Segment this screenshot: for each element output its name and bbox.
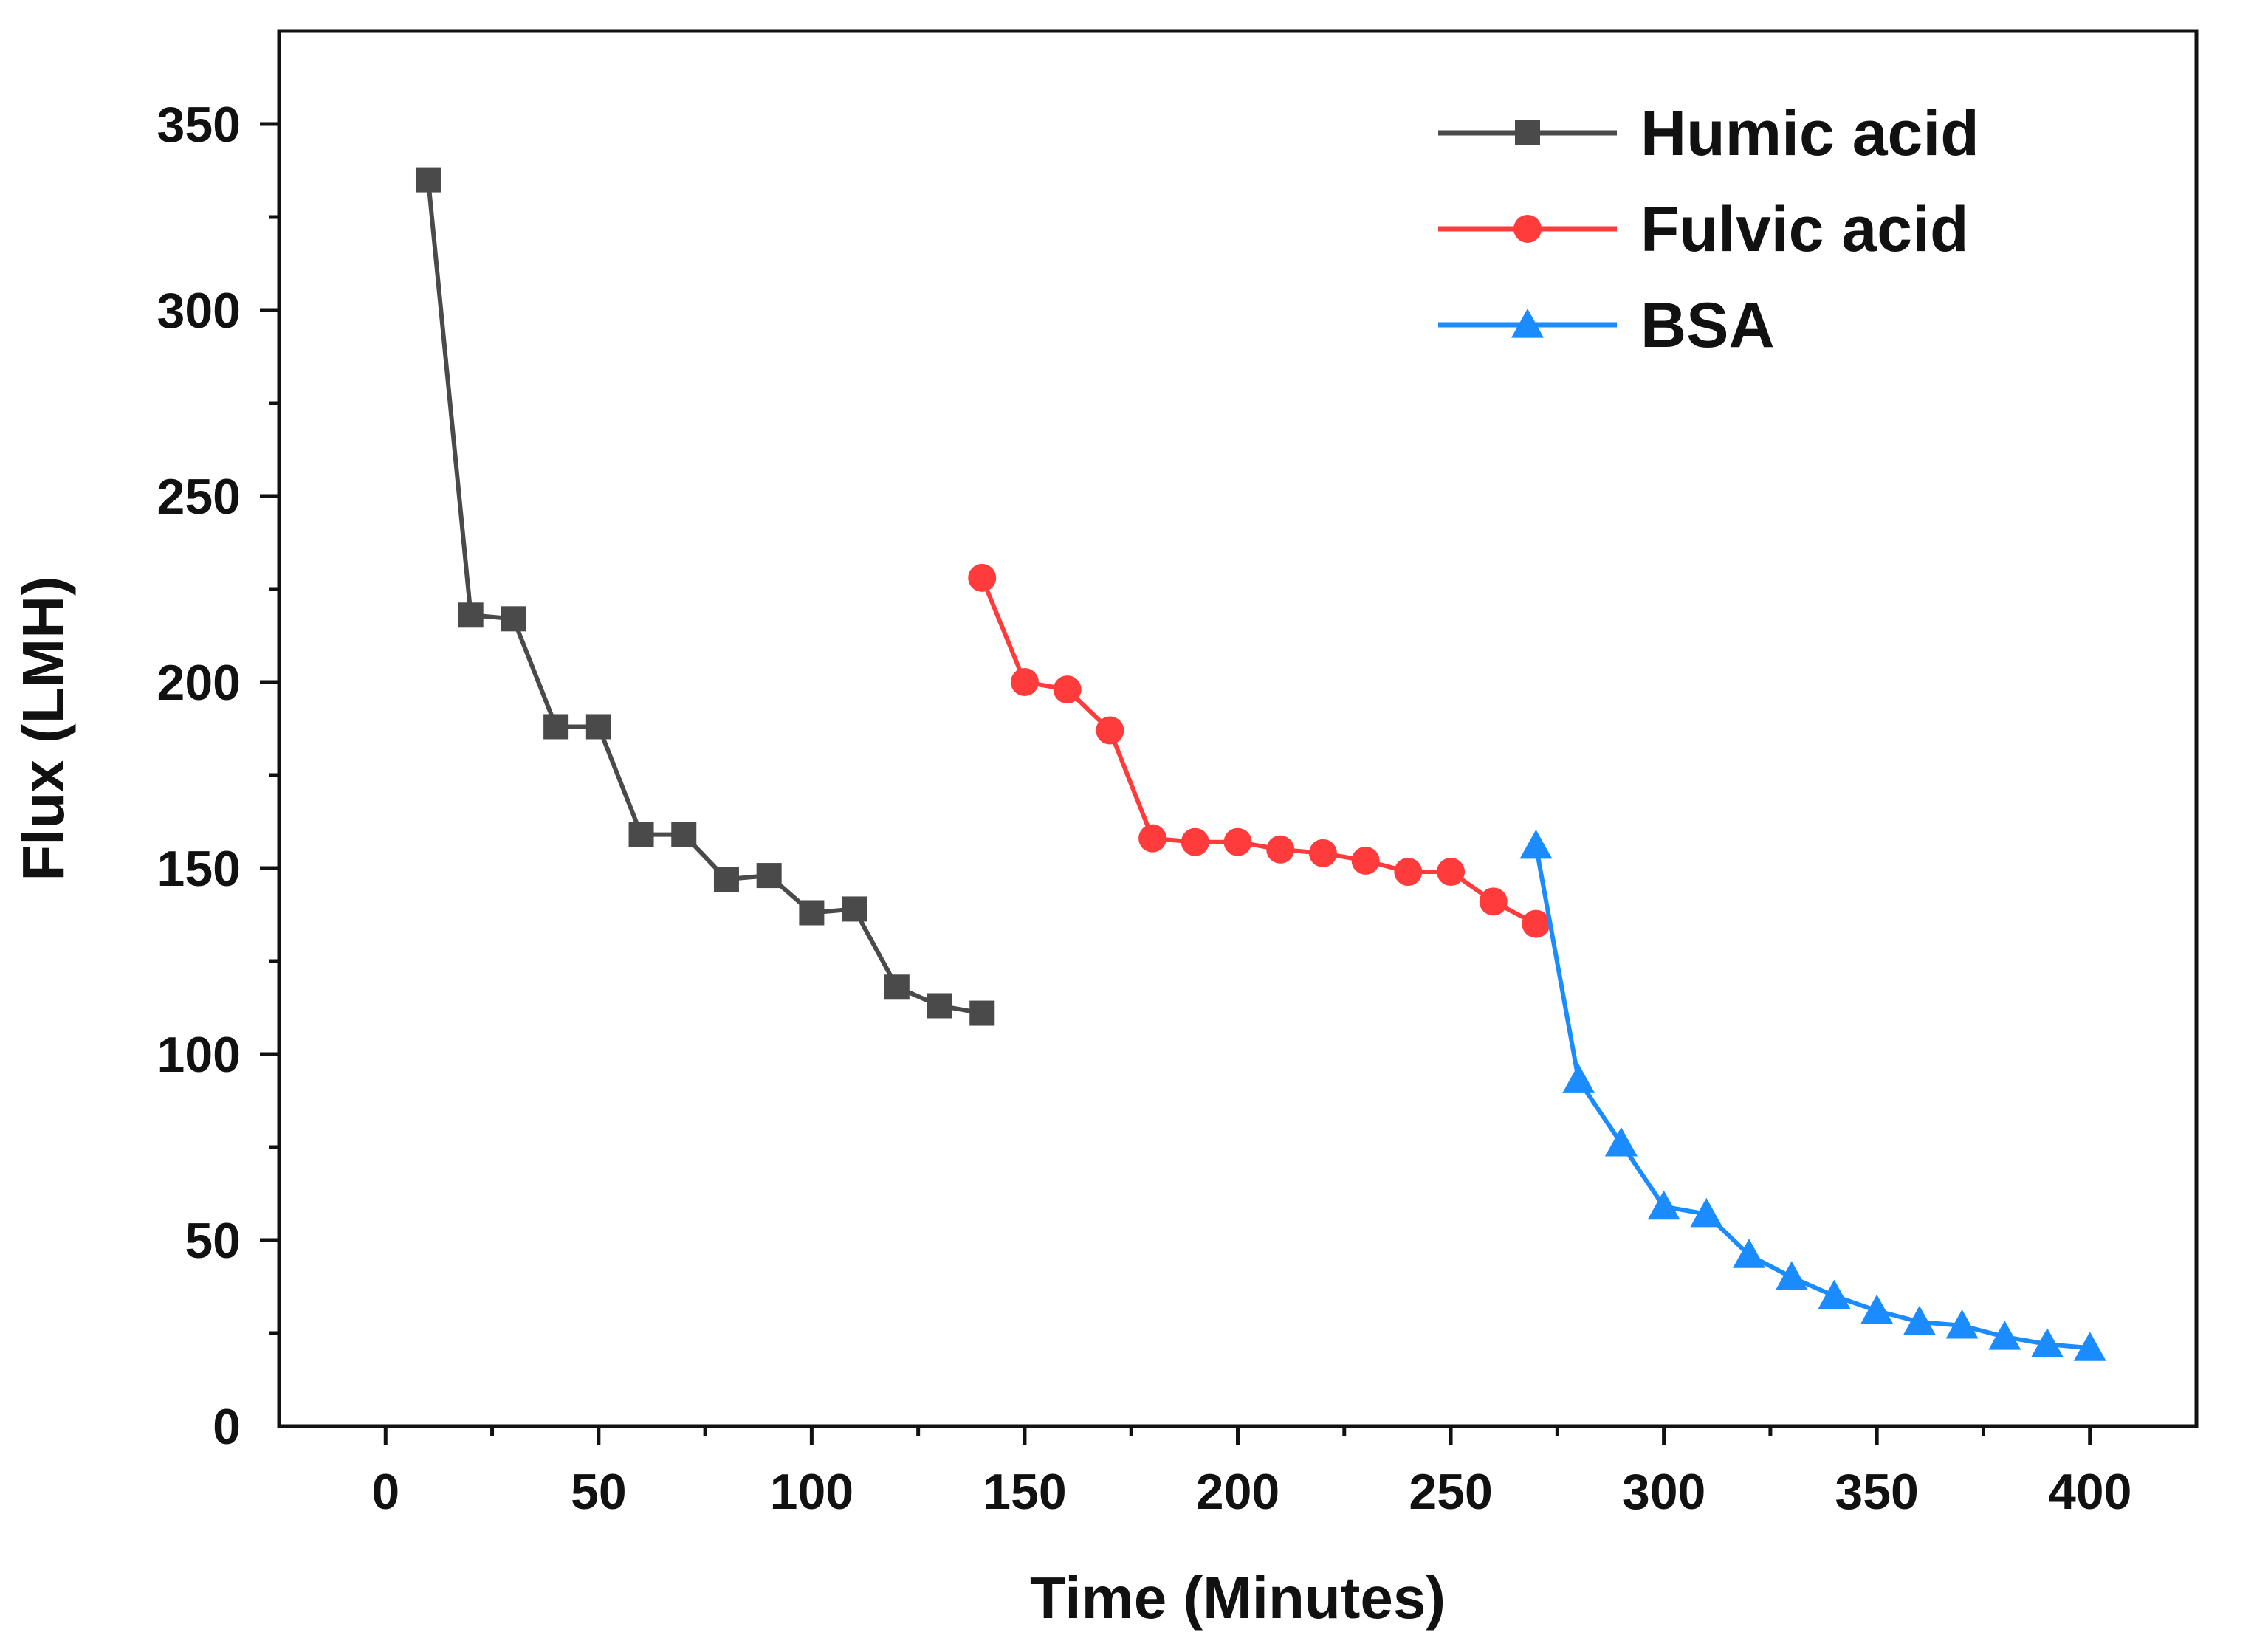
data-point-fulvic-acid [1010, 668, 1039, 696]
legend-label: BSA [1640, 290, 1775, 361]
data-point-bsa [2073, 1332, 2106, 1361]
data-point-bsa [1903, 1305, 1936, 1335]
data-point-fulvic-acid [1394, 858, 1423, 887]
y-tick-label: 200 [157, 655, 241, 711]
legend-label: Humic acid [1640, 98, 1979, 169]
data-point-bsa [1647, 1190, 1680, 1220]
data-point-fulvic-acid [1181, 827, 1209, 856]
data-point-fulvic-acid [1351, 846, 1380, 875]
x-tick-label: 150 [983, 1464, 1066, 1520]
y-axis-title: Flux (LMH) [10, 576, 76, 881]
x-tick-label: 0 [371, 1464, 399, 1520]
data-point-humic-acid [458, 602, 484, 628]
legend: Humic acid Fulvic acid BSA [1438, 98, 1979, 361]
x-tick-label: 100 [770, 1464, 853, 1520]
data-point-bsa [1818, 1279, 1851, 1309]
x-tick-label: 200 [1196, 1464, 1279, 1520]
data-point-bsa [1945, 1309, 1979, 1339]
data-point-fulvic-acid [1138, 824, 1167, 853]
data-point-fulvic-acid [1266, 835, 1295, 864]
legend-swatch-marker [1511, 309, 1544, 338]
data-point-humic-acid [628, 822, 654, 847]
data-point-fulvic-acid [1522, 909, 1550, 938]
y-tick-label: 0 [213, 1399, 241, 1455]
x-tick-label: 250 [1409, 1464, 1492, 1520]
legend-swatch-marker [1513, 215, 1542, 243]
data-point-bsa [1690, 1197, 1723, 1228]
x-tick-label: 400 [2048, 1464, 2131, 1520]
data-point-humic-acid [799, 900, 825, 926]
data-point-bsa [1562, 1064, 1595, 1093]
data-point-humic-acid [969, 1000, 995, 1026]
data-point-bsa [1604, 1126, 1638, 1157]
data-point-humic-acid [927, 993, 952, 1019]
x-axis-title: Time (Minutes) [1030, 1565, 1446, 1631]
data-point-bsa [1988, 1321, 2021, 1350]
data-point-humic-acid [585, 714, 611, 740]
series-humic-acid [415, 167, 995, 1026]
x-tick-label: 350 [1835, 1464, 1918, 1520]
data-point-fulvic-acid [968, 563, 997, 592]
legend-entry-bsa: BSA [1438, 290, 1775, 361]
y-tick-label: 100 [157, 1027, 241, 1083]
data-point-fulvic-acid [1223, 827, 1252, 856]
data-point-humic-acid [501, 606, 526, 632]
data-point-bsa [1860, 1294, 1894, 1324]
y-tick-label: 250 [157, 469, 241, 525]
y-tick-label: 300 [157, 283, 241, 339]
data-point-bsa [1775, 1261, 1808, 1290]
series-layer [415, 167, 2106, 1361]
x-tick-label: 300 [1622, 1464, 1705, 1520]
legend-label: Fulvic acid [1640, 194, 1969, 265]
axes: 0 50 100 150 200 250 300 350 400 0 50 100 150 200 250 3… [157, 29, 2199, 1520]
x-tick-label: 50 [571, 1464, 627, 1520]
series-fulvic-acid [968, 563, 1550, 938]
data-point-bsa [1733, 1239, 1766, 1268]
data-point-fulvic-acid [1437, 858, 1466, 887]
data-point-humic-acid [842, 896, 867, 922]
data-point-fulvic-acid [1479, 887, 1508, 916]
legend-swatch-marker [1515, 120, 1540, 145]
data-point-humic-acid [713, 867, 739, 892]
data-point-bsa [1519, 829, 1553, 859]
legend-entry-fulvic-acid: Fulvic acid [1438, 194, 1969, 265]
data-point-humic-acid [884, 974, 910, 1000]
y-tick-label: 350 [157, 97, 241, 153]
y-tick-label: 150 [157, 841, 241, 897]
y-tick-label: 50 [185, 1213, 241, 1269]
data-point-bsa [2031, 1328, 2064, 1357]
series-line-humic-acid [426, 179, 983, 1016]
data-point-humic-acid [543, 714, 569, 740]
data-point-humic-acid [671, 822, 697, 847]
series-bsa [1519, 829, 2106, 1361]
legend-entry-humic-acid: Humic acid [1438, 98, 1979, 169]
data-point-fulvic-acid [1053, 675, 1082, 704]
data-point-humic-acid [756, 863, 782, 889]
data-point-humic-acid [415, 167, 441, 193]
data-point-fulvic-acid [1308, 839, 1337, 867]
data-point-fulvic-acid [1096, 716, 1124, 745]
